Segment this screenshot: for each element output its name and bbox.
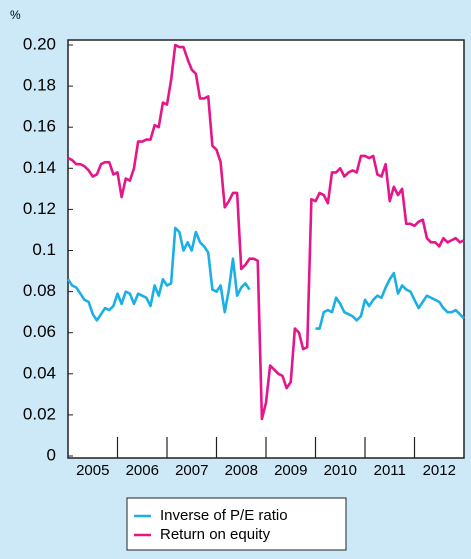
y-tick-label: 0 <box>47 445 56 464</box>
plot-area <box>67 39 465 459</box>
y-tick-label: 0.1 <box>32 240 56 259</box>
legend-label: Return on equity <box>160 526 271 543</box>
y-tick-label: 0.20 <box>23 34 56 53</box>
x-tick-label: 2009 <box>274 462 307 479</box>
y-tick-label: 0.14 <box>23 158 56 177</box>
x-tick-label: 2011 <box>374 462 406 479</box>
legend <box>126 497 347 551</box>
x-tick-label: 2008 <box>225 462 258 479</box>
x-tick-label: 2007 <box>175 462 208 479</box>
y-tick-label: 0.18 <box>23 76 56 95</box>
y-tick-label: 0.16 <box>23 117 56 136</box>
y-tick-label: 0.08 <box>23 281 56 300</box>
legend-label: Inverse of P/E ratio <box>160 507 288 524</box>
x-tick-label: 2010 <box>324 462 357 479</box>
y-tick-label: 0.06 <box>23 322 56 341</box>
x-tick-label: 2005 <box>76 462 109 479</box>
x-tick-label: 2006 <box>126 462 159 479</box>
series-line <box>66 226 465 330</box>
y-tick-label: 0.04 <box>23 363 56 382</box>
y-tick-label: 0.02 <box>23 404 56 423</box>
y-unit: % <box>10 8 21 22</box>
y-tick-label: 0.12 <box>23 199 56 218</box>
series-line <box>67 43 465 421</box>
x-tick-label: 2012 <box>423 462 456 479</box>
